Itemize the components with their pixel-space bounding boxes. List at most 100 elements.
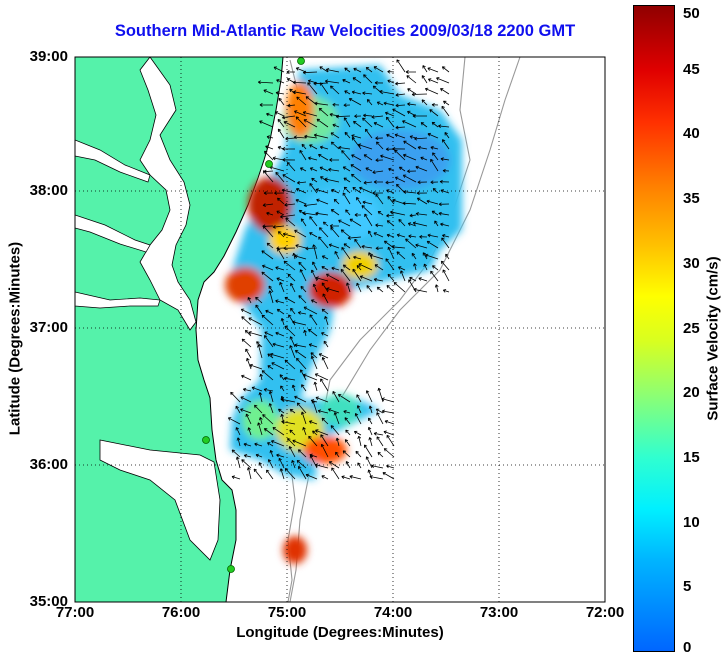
velocity-arrow [298, 261, 307, 271]
velocity-arrow [379, 89, 395, 95]
velocity-arrow [310, 299, 318, 304]
velocity-arrow [343, 410, 351, 414]
y-tick: 38:00 [29, 182, 68, 199]
velocity-arrow [341, 475, 351, 480]
velocity-arrow [409, 135, 417, 139]
velocity-arrow [368, 437, 373, 447]
velocity-arrow [376, 412, 384, 425]
velocity-arrow [264, 150, 274, 161]
velocity-arrow [345, 461, 351, 469]
velocity-arrow [365, 456, 373, 469]
y-axis-label: Latitude (Degrees:Minutes) [6, 241, 24, 436]
velocity-arrow [368, 405, 373, 414]
velocity-arrow [292, 439, 307, 447]
velocity-arrow [240, 408, 252, 414]
velocity-arrow [377, 451, 384, 458]
velocity-arrow [343, 103, 351, 108]
velocity-arrow [359, 186, 373, 194]
velocity-arrow [258, 392, 263, 403]
velocity-arrow [321, 255, 329, 260]
velocity-arrow [320, 378, 329, 392]
velocity-arrow [374, 80, 384, 85]
velocity-arrow [375, 408, 384, 414]
velocity-arrow [354, 238, 362, 249]
velocity-arrow [304, 134, 318, 139]
colorbar-tick: 30 [683, 254, 700, 272]
velocity-arrow [369, 475, 384, 480]
velocity-arrow [441, 105, 450, 117]
velocity-arrow [396, 251, 406, 260]
velocity-arrow [341, 150, 351, 161]
velocity-arrow [375, 158, 384, 163]
velocity-arrow [325, 68, 340, 73]
velocity-arrow [415, 165, 428, 172]
velocity-arrow [274, 191, 285, 196]
velocity-arrow [263, 428, 274, 436]
velocity-arrow [331, 266, 340, 271]
velocity-arrow [314, 101, 329, 106]
velocity-arrow [272, 427, 285, 436]
velocity-arrow [363, 180, 373, 185]
velocity-arrow [342, 192, 351, 205]
velocity-arrow [305, 473, 318, 480]
velocity-arrow [429, 109, 439, 117]
velocity-arrow [288, 446, 296, 458]
velocity-arrow [272, 156, 285, 161]
velocity-arrow [356, 282, 362, 293]
velocity-arrow [280, 385, 285, 392]
velocity-arrow [251, 386, 263, 392]
velocity-arrow [394, 176, 406, 183]
velocity-arrow [351, 134, 362, 139]
velocity-arrow [333, 198, 340, 205]
velocity-arrow [318, 236, 329, 249]
velocity-arrow [262, 203, 274, 207]
velocity-arrow [266, 112, 274, 117]
velocity-arrow [332, 123, 340, 128]
velocity-arrow [312, 261, 318, 271]
velocity-arrow [319, 145, 329, 150]
velocity-arrow [351, 154, 362, 161]
velocity-arrow [276, 210, 285, 216]
velocity-arrow [380, 154, 395, 161]
velocity-arrow [270, 352, 285, 359]
velocity-arrow [372, 170, 384, 174]
velocity-arrow [295, 244, 307, 249]
velocity-arrow [241, 316, 252, 326]
velocity-arrow [309, 216, 318, 227]
velocity-arrow [386, 285, 395, 293]
velocity-arrow [295, 188, 307, 194]
velocity-arrow [335, 437, 340, 447]
velocity-arrow [319, 227, 329, 238]
velocity-arrow [418, 277, 428, 282]
velocity-arrow [390, 210, 406, 216]
velocity-arrow [301, 143, 307, 150]
velocity-arrow [386, 434, 395, 447]
velocity-arrow [439, 179, 450, 184]
velocity-arrow [309, 144, 318, 150]
velocity-arrow [257, 422, 263, 436]
x-tick: 77:00 [55, 604, 95, 621]
velocity-arrow [430, 270, 439, 282]
x-axis-label: Longitude (Degrees:Minutes) [236, 624, 444, 641]
velocity-arrow [266, 469, 274, 480]
velocity-arrow [236, 437, 241, 447]
velocity-arrow [240, 308, 252, 315]
velocity-arrow [321, 417, 329, 425]
velocity-arrow [334, 251, 340, 260]
velocity-arrow [356, 394, 362, 403]
velocity-arrow [417, 145, 428, 150]
velocity-arrow [342, 78, 351, 84]
velocity-arrow [329, 224, 340, 228]
velocity-arrow [244, 329, 252, 337]
velocity-arrow [291, 384, 296, 392]
velocity-arrow [376, 286, 384, 293]
velocity-arrow [271, 362, 285, 370]
velocity-arrow [303, 119, 318, 128]
velocity-arrow [308, 420, 318, 425]
velocity-arrow [432, 265, 439, 271]
velocity-arrow [302, 211, 318, 216]
velocity-arrow [255, 296, 263, 304]
velocity-arrow [365, 167, 373, 172]
velocity-arrow [351, 90, 362, 95]
velocity-arrow [284, 325, 296, 337]
